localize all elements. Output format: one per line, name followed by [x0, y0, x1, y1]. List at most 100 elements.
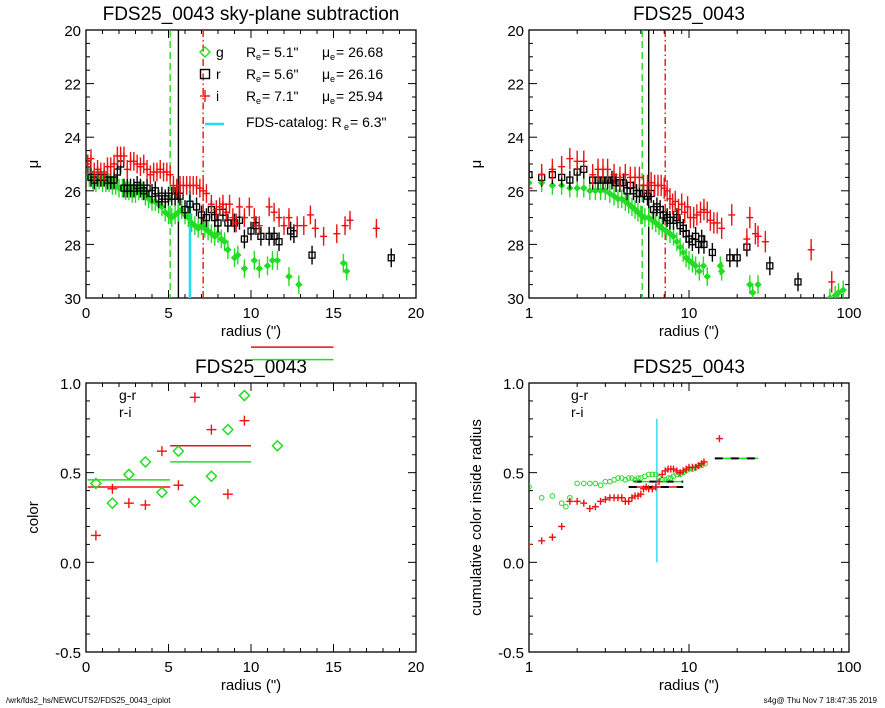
- data-point-square: [766, 262, 774, 270]
- legend-mu-value: = 26.16: [336, 66, 383, 82]
- data-point-circle: [529, 484, 532, 490]
- data-point-diamond: [839, 286, 847, 294]
- data-point-circle: [563, 503, 569, 510]
- x-tick-label: 5: [164, 305, 172, 322]
- plot-area: [86, 30, 395, 298]
- data-point-diamond: [188, 495, 201, 508]
- data-point-diamond: [754, 280, 762, 289]
- y-tick-label: -0.5: [498, 645, 524, 662]
- data-point-diamond: [746, 280, 754, 289]
- data-point-diamond: [669, 232, 678, 241]
- y-tick-label: 0.0: [60, 555, 81, 572]
- legend-re-sub: e: [256, 96, 261, 106]
- data-point-circle: [558, 500, 565, 506]
- data-point-square: [308, 251, 316, 259]
- data-point-diamond: [679, 248, 687, 257]
- y-tick-label: 1.0: [503, 376, 524, 393]
- legend-re-sub: e: [256, 52, 261, 62]
- data-point-square: [700, 240, 708, 249]
- data-point-diamond: [596, 187, 605, 195]
- data-point-square: [275, 238, 283, 246]
- y-tick-label: -0.5: [55, 645, 81, 662]
- data-point-square: [794, 278, 802, 286]
- data-point-diamond: [834, 288, 843, 297]
- data-point-circle: [580, 480, 587, 487]
- data-point-diamond: [263, 262, 272, 270]
- data-point-square: [529, 171, 533, 179]
- legend-band-label: g: [216, 44, 224, 60]
- data-point-diamond: [214, 229, 222, 238]
- data-point-diamond: [158, 203, 166, 211]
- legend-re-value: = 7.1": [262, 88, 299, 104]
- data-point-diamond: [699, 262, 708, 270]
- y-tick-label: 20: [507, 23, 524, 40]
- panel-color-linear: FDS25_0043 0 5 10 15 20 -0.5 0.0 0.5 1.0 radius ("…: [25, 346, 424, 694]
- chart-title: FDS25_0043: [633, 4, 745, 25]
- data-point-square: [214, 219, 222, 227]
- data-point-square: [387, 254, 395, 262]
- plot-frame: [85, 382, 417, 653]
- y-tick-label: 20: [64, 23, 81, 40]
- legend-band-label: i: [216, 88, 219, 104]
- data-point-square: [612, 179, 620, 187]
- legend-marker-square: [199, 68, 211, 80]
- legend: g-rr-i: [571, 387, 588, 420]
- legend-mu-label: μ: [322, 66, 330, 82]
- data-point-diamond: [295, 280, 303, 289]
- x-tick-label: 15: [325, 659, 342, 676]
- data-point-circle: [587, 480, 593, 487]
- x-tick-label: 10: [243, 659, 260, 676]
- y-tick-label: 28: [64, 237, 81, 254]
- panel-profile-linear: FDS25_0043 sky-plane subtraction 0 5 10 15 20…: [25, 4, 424, 340]
- data-point-circle: [645, 471, 652, 478]
- legend-re-sub: e: [256, 74, 261, 84]
- series-i: [86, 146, 380, 246]
- data-point-square: [171, 192, 179, 200]
- y-tick-label: 30: [507, 291, 524, 308]
- legend-mu-label: μ: [322, 88, 330, 104]
- data-point-square: [240, 235, 249, 243]
- series-r-i: [529, 435, 723, 548]
- data-point-circle: [592, 480, 599, 487]
- data-point-square: [192, 203, 201, 211]
- data-point-diamond: [221, 423, 234, 436]
- panel-cumulative-color-log: FDS25_0043 1 10 100 -0.5 0.0 0.5 1.0 radius (") c…: [468, 357, 862, 694]
- data-point-diamond: [155, 486, 168, 499]
- legend-re-value: = 5.6": [262, 66, 299, 82]
- data-point-diamond: [676, 243, 684, 251]
- legend-label-r-i: r-i: [571, 404, 583, 420]
- plot-area: [529, 418, 759, 563]
- legend-label-g-r: g-r: [119, 387, 136, 403]
- x-tick-label: 0: [82, 305, 90, 322]
- y-axis-label: color: [25, 501, 42, 534]
- x-tick-label: 0: [82, 659, 90, 676]
- x-axis-label: radius ("): [221, 323, 281, 340]
- legend-mu-sub: e: [330, 96, 335, 106]
- legend-re-value: = 5.1": [262, 44, 299, 60]
- data-point-diamond: [826, 294, 834, 298]
- data-point-diamond: [339, 259, 348, 267]
- y-tick-label: 26: [507, 184, 524, 201]
- data-point-diamond: [717, 267, 726, 275]
- legend-catalog-label: FDS-catalog: R: [246, 114, 342, 130]
- x-axis-label: radius ("): [659, 323, 719, 340]
- legend-mu-value: = 25.94: [336, 88, 383, 104]
- series-g-r: [89, 389, 284, 510]
- data-point-circle: [635, 475, 641, 481]
- data-point-diamond: [748, 288, 757, 297]
- data-point-diamond: [691, 262, 700, 270]
- y-tick-label: 1.0: [60, 376, 81, 393]
- data-point-diamond: [580, 184, 588, 192]
- data-point-diamond: [606, 189, 614, 198]
- legend-mu-sub: e: [330, 74, 335, 84]
- legend-catalog-value: = 6.3": [350, 114, 387, 130]
- data-point-diamond: [586, 187, 594, 195]
- x-axis-label: radius ("): [659, 677, 719, 694]
- data-point-circle: [538, 494, 545, 501]
- legend-re-label: R: [246, 66, 256, 82]
- legend-mu-sub: e: [330, 52, 335, 62]
- data-point-circle: [625, 475, 632, 481]
- data-point-diamond: [716, 262, 725, 270]
- data-point-diamond: [695, 267, 704, 275]
- x-tick-label: 10: [243, 305, 260, 322]
